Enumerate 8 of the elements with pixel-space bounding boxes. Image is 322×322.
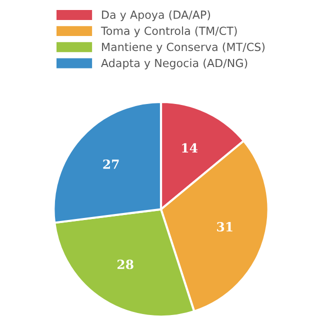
legend-label: Toma y Controla (TM/CT): [100, 26, 237, 38]
data-label: 27: [103, 159, 119, 169]
legend-label: Da y Apoya (DA/AP): [102, 10, 210, 22]
data-label: 28: [117, 260, 134, 270]
legend-label: Mantiene y Conserva (MT/CS): [102, 42, 265, 54]
data-label: 31: [217, 222, 232, 232]
data-label: 14: [182, 143, 198, 153]
legend-label: Adapta y Negocia (AD/NG): [101, 58, 248, 70]
